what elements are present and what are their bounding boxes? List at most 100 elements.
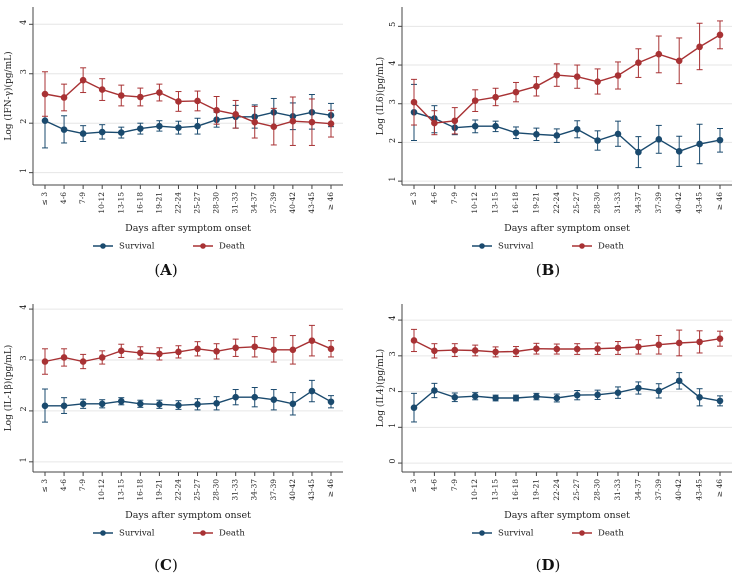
x-tick-label: ≤ 3 [409,192,418,206]
panel-label-close: ) [172,556,178,574]
data-point [655,136,663,143]
x-axis-label: Days after symptom onset [125,223,251,234]
data-point [716,136,724,144]
data-point [431,387,438,394]
legend-label-survival: Survival [119,242,155,252]
panel-label-close: ) [555,556,561,574]
data-point [41,402,49,410]
x-tick-label: 31-33 [613,479,622,501]
data-point [573,73,581,80]
y-tick-label: 3 [388,99,397,104]
x-tick-label: 19-21 [531,192,540,214]
data-point [635,148,642,156]
x-tick-label: 40-42 [674,479,683,501]
data-point [410,98,418,106]
data-point [137,93,144,101]
x-tick-label: 25-27 [193,479,202,501]
data-point [327,120,335,127]
series-death [410,328,724,359]
series-death [41,324,335,375]
data-point [696,43,703,51]
plot-area [402,304,732,472]
data-point [194,400,201,408]
data-point [251,393,259,401]
series-survival [410,372,724,423]
data-point [696,393,703,401]
legend-label-survival: Survival [498,529,534,539]
x-tick-label: 43-45 [307,192,316,214]
x-tick-label: 37-39 [654,192,663,214]
x-tick-label: 7-9 [78,479,87,491]
y-tick-label: 1 [19,457,28,462]
series-line [413,111,721,153]
data-point [451,346,459,354]
data-point [635,59,642,67]
panel-label: (A) [154,261,177,279]
data-point [175,98,182,105]
y-tick-label: 2 [19,406,28,411]
data-point [492,93,499,101]
x-tick-label: 16-18 [135,479,144,501]
data-point [716,31,724,39]
data-point [492,394,499,402]
y-tick-label: 1 [19,168,28,173]
data-point [213,107,220,114]
legend-label-death: Death [598,529,624,539]
data-point [614,344,622,352]
legend-swatch-marker [579,243,585,249]
x-tick-label: 22-24 [173,479,182,501]
data-point [594,137,601,144]
data-point [573,345,581,353]
data-point [492,348,499,356]
x-tick-label: 4-6 [59,192,68,204]
data-point [41,358,49,365]
data-point [270,123,278,130]
y-tick-label: 2 [388,138,397,143]
data-point [117,347,125,355]
x-tick-label: 10-12 [97,192,106,214]
x-tick-label: 16-18 [511,479,520,501]
series-survival [41,379,335,423]
x-tick-label: 34-37 [250,192,259,214]
data-point [156,400,163,408]
data-point [156,350,163,358]
panel-label-letter: D [541,556,554,574]
data-point [79,76,87,84]
data-point [471,392,479,400]
data-point [451,393,459,401]
data-point [410,404,418,411]
data-point [98,86,106,93]
data-point [512,88,520,96]
data-point [156,89,163,96]
x-tick-label: 13-15 [491,192,500,214]
y-tick-label: 0 [388,459,397,464]
legend-swatch-marker [100,530,106,536]
series-line [45,390,332,407]
data-point [471,97,479,104]
x-tick-label: 22-24 [552,192,561,214]
x-tick-label: ≥ 46 [715,479,724,497]
data-point [41,90,49,98]
data-point [553,132,561,139]
x-tick-label: 37-39 [269,479,278,501]
series-line [413,380,721,409]
y-axis-label: Log (IFN-γ)(pg/mL) [3,51,14,140]
y-tick-label: 1 [388,177,397,182]
legend-label-survival: Survival [498,242,534,252]
y-tick-label: 4 [19,20,28,25]
x-tick-label: 22-24 [173,192,182,214]
x-tick-label: 28-30 [212,192,221,214]
x-tick-label: 28-30 [593,479,602,501]
x-tick-label: 28-30 [212,479,221,501]
data-point [512,348,520,355]
data-point [471,347,479,354]
data-point [716,397,724,405]
data-point [533,131,540,138]
data-point [533,393,540,400]
x-tick-label: 40-42 [288,192,297,214]
x-tick-label: 43-45 [695,192,704,214]
legend-label-death: Death [219,242,245,252]
panel-label-open: ( [154,556,160,574]
data-point [553,345,561,353]
